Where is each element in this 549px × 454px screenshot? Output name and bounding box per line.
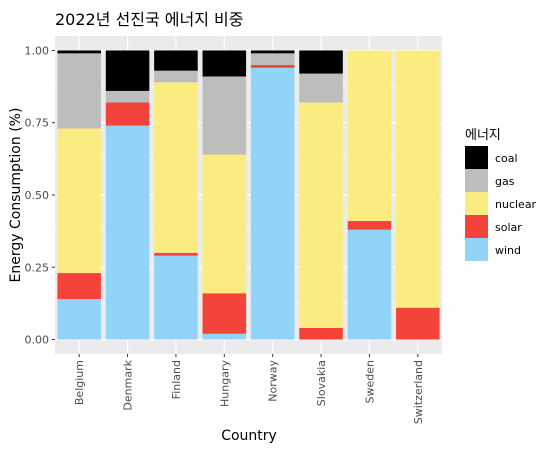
y-tick-label: 0.75	[25, 117, 50, 130]
bar-segment-nuclear-hungary	[202, 154, 247, 294]
bar-segment-wind-finland	[154, 255, 198, 340]
bar-segment-nuclear-sweden	[347, 50, 392, 222]
x-tick-label-finland: Finland	[170, 360, 183, 399]
bar-segment-solar-finland	[154, 252, 198, 256]
x-tick-label-switzerland: Switzerland	[412, 360, 425, 424]
x-tick-label-denmark: Denmark	[122, 359, 135, 410]
bar-segment-solar-switzerland	[396, 307, 440, 340]
bar-segment-nuclear-finland	[154, 82, 198, 253]
legend-label-wind: wind	[495, 244, 521, 257]
bar-segment-wind-hungary	[202, 333, 247, 340]
bar-segment-gas-norway	[250, 53, 295, 65]
bar-segment-solar-hungary	[202, 293, 247, 334]
bar-segment-gas-hungary	[202, 76, 247, 155]
bar-segment-gas-belgium	[57, 53, 101, 129]
legend: 에너지 coal gas nuclear solar wind	[465, 128, 537, 261]
legend-label-nuclear: nuclear	[495, 198, 537, 211]
legend-key-solar	[465, 215, 488, 238]
bar-segment-solar-belgium	[57, 273, 101, 300]
bar-segment-gas-slovakia	[299, 73, 343, 103]
legend-key-nuclear	[465, 192, 488, 215]
x-tick-label-hungary: Hungary	[218, 360, 231, 407]
y-axis-label: Energy Consumption (%)	[8, 108, 24, 283]
bar-segment-gas-finland	[154, 70, 198, 83]
x-tick-label-belgium: Belgium	[73, 360, 86, 405]
legend-title: 에너지	[465, 128, 501, 143]
bar-segment-coal-slovakia	[299, 50, 343, 74]
bar-stacks	[57, 50, 440, 340]
y-tick-label: 1.00	[25, 44, 50, 57]
bar-segment-wind-sweden	[347, 229, 392, 340]
y-tick-label: 0.50	[25, 189, 50, 202]
legend-label-solar: solar	[495, 221, 522, 234]
legend-label-coal: coal	[495, 152, 518, 165]
legend-key-wind	[465, 238, 488, 261]
x-tick-label-norway: Norway	[267, 360, 280, 402]
bar-segment-coal-finland	[154, 50, 198, 71]
bar-segment-coal-hungary	[202, 50, 247, 77]
bar-segment-nuclear-slovakia	[299, 102, 343, 328]
bar-segment-gas-denmark	[105, 90, 150, 103]
x-tick-label-sweden: Sweden	[363, 360, 376, 403]
legend-label-gas: gas	[495, 175, 515, 188]
y-tick-label: 0.00	[25, 334, 50, 347]
bar-segment-coal-norway	[250, 50, 295, 54]
bar-segment-solar-norway	[250, 64, 295, 68]
legend-key-gas	[465, 169, 488, 192]
bar-segment-coal-denmark	[105, 50, 150, 91]
y-axis: 0.00 0.25 0.50 0.75 1.00	[25, 44, 55, 347]
y-tick-label: 0.25	[25, 261, 50, 274]
bar-segment-wind-denmark	[105, 125, 150, 340]
bar-segment-nuclear-switzerland	[396, 50, 440, 308]
bar-segment-solar-sweden	[347, 221, 392, 230]
x-tick-label-slovakia: Slovakia	[315, 360, 328, 406]
bar-segment-solar-slovakia	[299, 327, 343, 340]
bar-segment-coal-belgium	[57, 50, 101, 54]
bar-segment-nuclear-belgium	[57, 128, 101, 274]
chart-title: 2022년 선진국 에너지 비중	[55, 10, 243, 29]
legend-key-coal	[465, 146, 488, 169]
bar-segment-wind-belgium	[57, 299, 101, 340]
bar-segment-solar-denmark	[105, 102, 150, 126]
x-axis-label: Country	[221, 428, 277, 444]
x-axis: Belgium Denmark Finland Hungary Norway Slovak…	[73, 354, 425, 424]
bar-segment-wind-norway	[250, 67, 295, 340]
